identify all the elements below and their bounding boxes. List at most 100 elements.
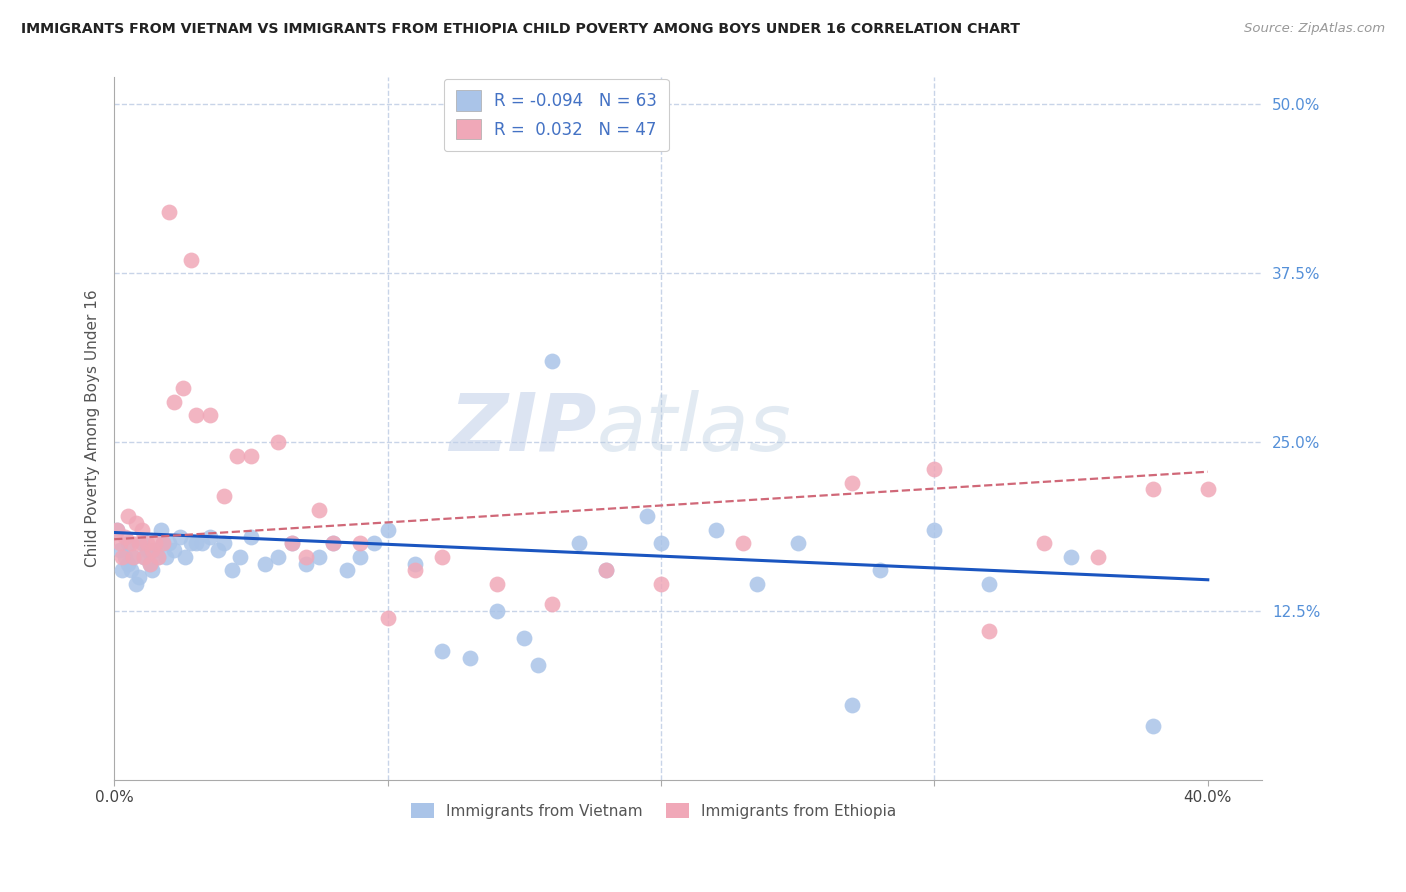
Point — [239, 530, 262, 544]
Point — [198, 408, 221, 422]
Point — [114, 549, 136, 564]
Point — [180, 252, 202, 267]
Point — [143, 536, 166, 550]
Point — [163, 394, 186, 409]
Point — [221, 563, 243, 577]
Point — [136, 536, 159, 550]
Point — [117, 536, 139, 550]
Point — [595, 563, 617, 577]
Point — [155, 549, 177, 564]
Point — [281, 536, 304, 550]
Point — [125, 576, 148, 591]
Point — [226, 449, 249, 463]
Point — [1142, 718, 1164, 732]
Point — [977, 576, 1000, 591]
Point — [650, 536, 672, 550]
Point — [745, 576, 768, 591]
Point — [527, 657, 550, 672]
Point — [108, 543, 131, 558]
Point — [146, 549, 169, 564]
Point — [636, 509, 658, 524]
Point — [363, 536, 385, 550]
Point — [105, 523, 128, 537]
Point — [432, 644, 454, 658]
Point — [120, 563, 142, 577]
Point — [540, 597, 562, 611]
Point — [869, 563, 891, 577]
Point — [146, 549, 169, 564]
Point — [198, 530, 221, 544]
Point — [1142, 483, 1164, 497]
Text: IMMIGRANTS FROM VIETNAM VS IMMIGRANTS FROM ETHIOPIA CHILD POVERTY AMONG BOYS UND: IMMIGRANTS FROM VIETNAM VS IMMIGRANTS FR… — [21, 22, 1021, 37]
Point — [322, 536, 344, 550]
Point — [157, 536, 180, 550]
Point — [149, 523, 172, 537]
Point — [180, 536, 202, 550]
Point — [308, 502, 330, 516]
Point — [294, 557, 316, 571]
Point — [924, 462, 946, 476]
Point — [349, 536, 371, 550]
Point — [267, 549, 290, 564]
Point — [111, 549, 134, 564]
Point — [595, 563, 617, 577]
Point — [253, 557, 276, 571]
Point — [128, 536, 150, 550]
Legend: Immigrants from Vietnam, Immigrants from Ethiopia: Immigrants from Vietnam, Immigrants from… — [405, 797, 903, 824]
Point — [105, 523, 128, 537]
Point — [138, 557, 160, 571]
Text: Source: ZipAtlas.com: Source: ZipAtlas.com — [1244, 22, 1385, 36]
Point — [152, 536, 174, 550]
Point — [281, 536, 304, 550]
Point — [1060, 549, 1083, 564]
Point — [138, 557, 160, 571]
Point — [128, 570, 150, 584]
Point — [786, 536, 808, 550]
Point — [186, 408, 208, 422]
Point — [485, 604, 508, 618]
Point — [841, 698, 863, 713]
Point — [152, 536, 174, 550]
Point — [157, 205, 180, 219]
Point — [163, 543, 186, 558]
Point — [172, 381, 194, 395]
Point — [432, 549, 454, 564]
Point — [404, 563, 426, 577]
Point — [120, 536, 142, 550]
Point — [141, 563, 163, 577]
Point — [404, 557, 426, 571]
Point — [136, 543, 159, 558]
Point — [294, 549, 316, 564]
Point — [485, 576, 508, 591]
Point — [239, 449, 262, 463]
Point — [977, 624, 1000, 638]
Point — [377, 610, 399, 624]
Point — [1032, 536, 1054, 550]
Point — [122, 549, 145, 564]
Point — [207, 543, 229, 558]
Point — [169, 530, 191, 544]
Point — [540, 354, 562, 368]
Text: ZIP: ZIP — [449, 390, 596, 467]
Point — [349, 549, 371, 564]
Point — [134, 549, 156, 564]
Point — [458, 651, 481, 665]
Point — [704, 523, 727, 537]
Point — [1197, 483, 1219, 497]
Point — [336, 563, 359, 577]
Point — [134, 549, 156, 564]
Point — [117, 509, 139, 524]
Point — [322, 536, 344, 550]
Point — [924, 523, 946, 537]
Point — [212, 536, 235, 550]
Point — [174, 549, 197, 564]
Point — [568, 536, 591, 550]
Point — [513, 631, 536, 645]
Y-axis label: Child Poverty Among Boys Under 16: Child Poverty Among Boys Under 16 — [86, 290, 100, 567]
Text: atlas: atlas — [596, 390, 792, 467]
Point — [841, 475, 863, 490]
Point — [267, 435, 290, 450]
Point — [125, 516, 148, 530]
Point — [111, 563, 134, 577]
Point — [190, 536, 212, 550]
